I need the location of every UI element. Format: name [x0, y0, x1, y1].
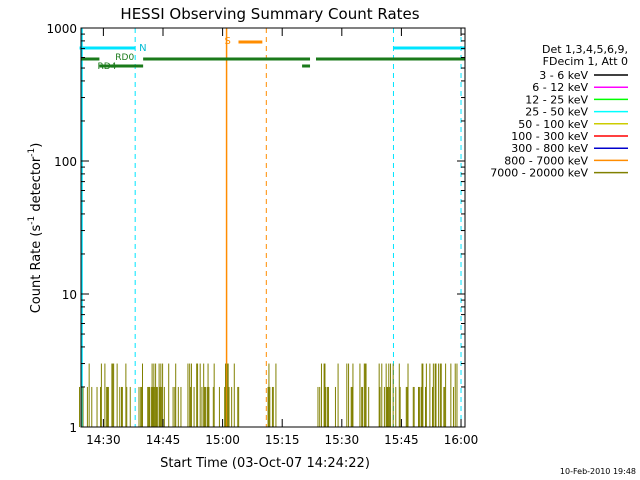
series-7000-20000kev [79, 363, 458, 427]
plot-frame [80, 27, 466, 428]
legend-entry-label: 100 - 300 keV [511, 130, 588, 143]
legend: Det 1,3,4,5,6,9, FDecim 1, Att 0 3 - 6 k… [490, 43, 628, 180]
x-tick-label: 15:45 [384, 433, 419, 447]
x-tick-label: 16:00 [444, 433, 479, 447]
night-label: N [139, 43, 146, 54]
legend-header-line2: FDecim 1, Att 0 [543, 55, 628, 68]
legend-entry-label: 12 - 25 keV [525, 93, 588, 106]
legend-entry-label: 50 - 100 keV [518, 118, 588, 131]
x-axis: 14:30 14:45 15:00 15:15 15:30 15:45 16:00 [86, 28, 478, 447]
legend-header-line1: Det 1,3,4,5,6,9, [542, 43, 628, 56]
x-tick-label: 15:15 [265, 433, 300, 447]
legend-entry-label: 800 - 7000 keV [504, 154, 588, 167]
x-tick-label: 15:00 [205, 433, 240, 447]
legend-entry-label: 3 - 6 keV [539, 69, 588, 82]
rd0-label: RD0 [115, 53, 134, 63]
x-tick-label: 15:30 [325, 433, 360, 447]
rd4-label: RD4 [98, 62, 117, 72]
legend-entry-label: 6 - 12 keV [532, 81, 588, 94]
y-tick-label: 100 [54, 155, 77, 169]
y-tick-label: 10 [62, 288, 77, 302]
y-axis-label: Count Rate (s-1 detector-1) [27, 143, 44, 314]
chart-title: HESSI Observing Summary Count Rates [120, 5, 419, 23]
saa-label: S [224, 36, 230, 47]
legend-entry-label: 25 - 50 keV [525, 106, 588, 119]
y-tick-label: 1000 [46, 22, 77, 36]
x-axis-label: Start Time (03-Oct-07 14:24:22) [160, 456, 370, 471]
y-tick-label: 1 [69, 421, 77, 435]
legend-entry-label: 7000 - 20000 keV [490, 167, 588, 180]
y-axis: 1 10 100 1000 [46, 22, 465, 435]
x-tick-label: 14:30 [86, 433, 121, 447]
x-tick-label: 14:45 [146, 433, 181, 447]
footer-date: 10-Feb-2010 19:48 [560, 467, 636, 476]
legend-entry-label: 300 - 800 keV [511, 142, 588, 155]
